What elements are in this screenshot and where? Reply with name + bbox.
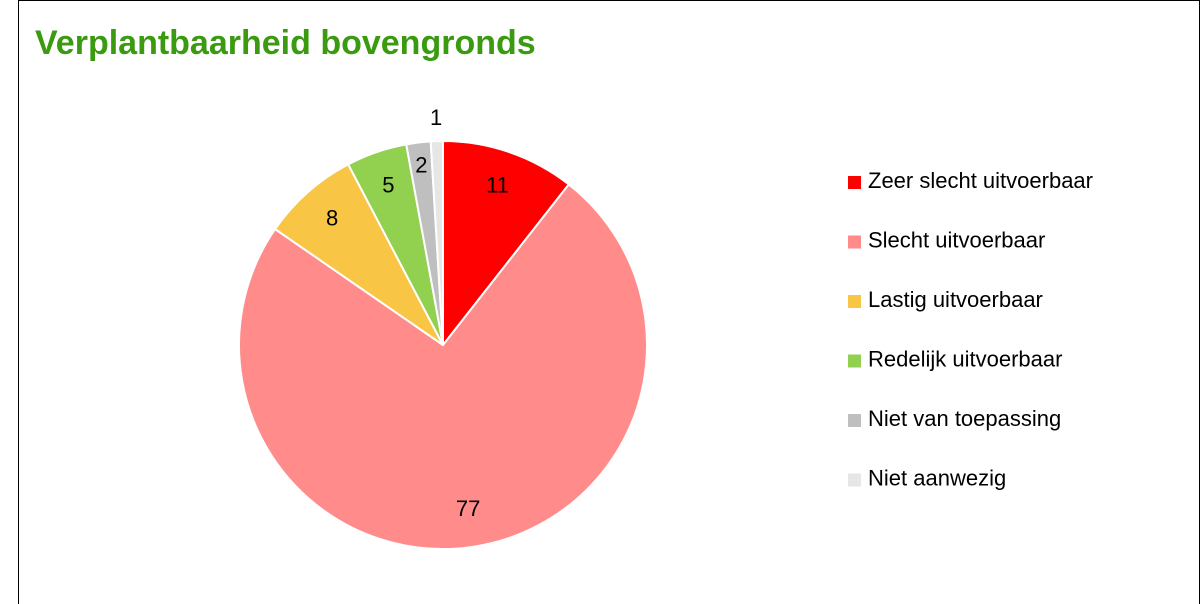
data-label: 77 <box>456 496 480 521</box>
data-label: 1 <box>430 105 442 130</box>
legend-swatch <box>848 176 861 189</box>
legend-swatch <box>848 414 861 427</box>
data-label: 8 <box>326 206 338 231</box>
data-label: 11 <box>486 173 509 198</box>
legend-label: Zeer slecht uitvoerbaar <box>868 168 1093 193</box>
legend-swatch <box>848 295 861 308</box>
pie-slice <box>442 139 571 348</box>
chart-title: Verplantbaarheid bovengronds <box>35 24 536 62</box>
legend-label: Niet aanwezig <box>868 465 1006 490</box>
legend-label: Niet van toepassing <box>868 406 1061 431</box>
pie-slice <box>429 139 444 346</box>
legend-label: Slecht uitvoerbaar <box>868 227 1045 252</box>
legend-swatch <box>848 473 861 487</box>
legend-label: Lastig uitvoerbaar <box>868 287 1043 312</box>
data-label: 5 <box>382 173 394 198</box>
legend-swatch <box>848 235 861 249</box>
data-label: 2 <box>415 153 427 178</box>
legend-label: Redelijk uitvoerbaar <box>868 346 1062 371</box>
pie-slice <box>273 163 444 346</box>
legend-swatch <box>848 354 861 368</box>
